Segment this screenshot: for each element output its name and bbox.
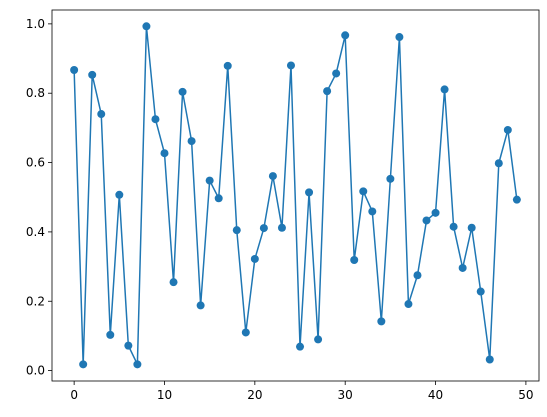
data-point — [413, 271, 422, 280]
data-point — [169, 278, 178, 287]
data-point — [115, 190, 124, 199]
x-tick-label: 40 — [428, 388, 443, 402]
x-tick-label: 30 — [338, 388, 353, 402]
axes-frame — [51, 9, 540, 382]
data-point — [359, 187, 368, 196]
data-point — [305, 188, 314, 197]
data-point — [187, 137, 196, 146]
series-line — [73, 25, 518, 366]
y-tick-label: 0.4 — [26, 225, 45, 239]
data-point — [124, 341, 133, 350]
data-point — [151, 115, 160, 124]
data-point — [196, 301, 205, 310]
data-point — [386, 174, 395, 183]
data-point — [458, 263, 467, 272]
y-tick-label: 1.0 — [26, 17, 45, 31]
data-point — [88, 70, 97, 79]
x-tick-label: 20 — [247, 388, 262, 402]
data-point — [467, 223, 476, 232]
data-point — [449, 222, 458, 231]
data-point — [296, 342, 305, 351]
data-point — [341, 31, 350, 40]
data-point — [241, 328, 250, 337]
data-point — [395, 33, 404, 42]
data-point — [160, 149, 169, 158]
data-point — [350, 255, 359, 264]
data-series — [70, 22, 521, 369]
y-axis: 0.0 0.2 0.4 0.6 0.8 1.0 — [26, 17, 52, 378]
data-point — [106, 330, 115, 339]
data-point — [476, 287, 485, 296]
data-point — [142, 22, 151, 31]
y-tick-label: 0.6 — [26, 156, 45, 170]
data-point — [485, 355, 494, 364]
y-tick-label: 0.0 — [26, 364, 45, 378]
data-point — [323, 87, 332, 96]
data-point — [512, 195, 521, 204]
data-point — [286, 61, 295, 70]
data-point — [440, 85, 449, 94]
data-point — [332, 69, 341, 78]
data-point — [494, 159, 503, 168]
data-point — [205, 176, 214, 185]
data-point — [268, 172, 277, 181]
data-point — [314, 335, 323, 344]
data-point — [277, 223, 286, 232]
data-point — [377, 317, 386, 326]
data-point — [70, 65, 79, 74]
y-tick-label: 0.8 — [26, 86, 45, 100]
data-point — [232, 226, 241, 235]
data-point — [97, 110, 106, 119]
plot-area — [51, 9, 540, 382]
x-tick-label: 10 — [157, 388, 172, 402]
data-point — [223, 61, 232, 70]
data-point — [133, 360, 142, 369]
x-tick-label: 50 — [518, 388, 533, 402]
data-point — [214, 194, 223, 203]
data-point — [368, 207, 377, 216]
x-tick-label: 0 — [70, 388, 78, 402]
data-point — [79, 360, 88, 369]
y-tick-label: 0.2 — [26, 294, 45, 308]
data-point — [259, 224, 268, 233]
data-point — [422, 216, 431, 225]
x-axis: 0 10 20 30 40 50 — [70, 381, 534, 402]
data-point — [404, 300, 413, 309]
data-point — [431, 208, 440, 217]
data-point — [250, 254, 259, 263]
data-point — [178, 87, 187, 96]
data-point — [503, 125, 512, 134]
